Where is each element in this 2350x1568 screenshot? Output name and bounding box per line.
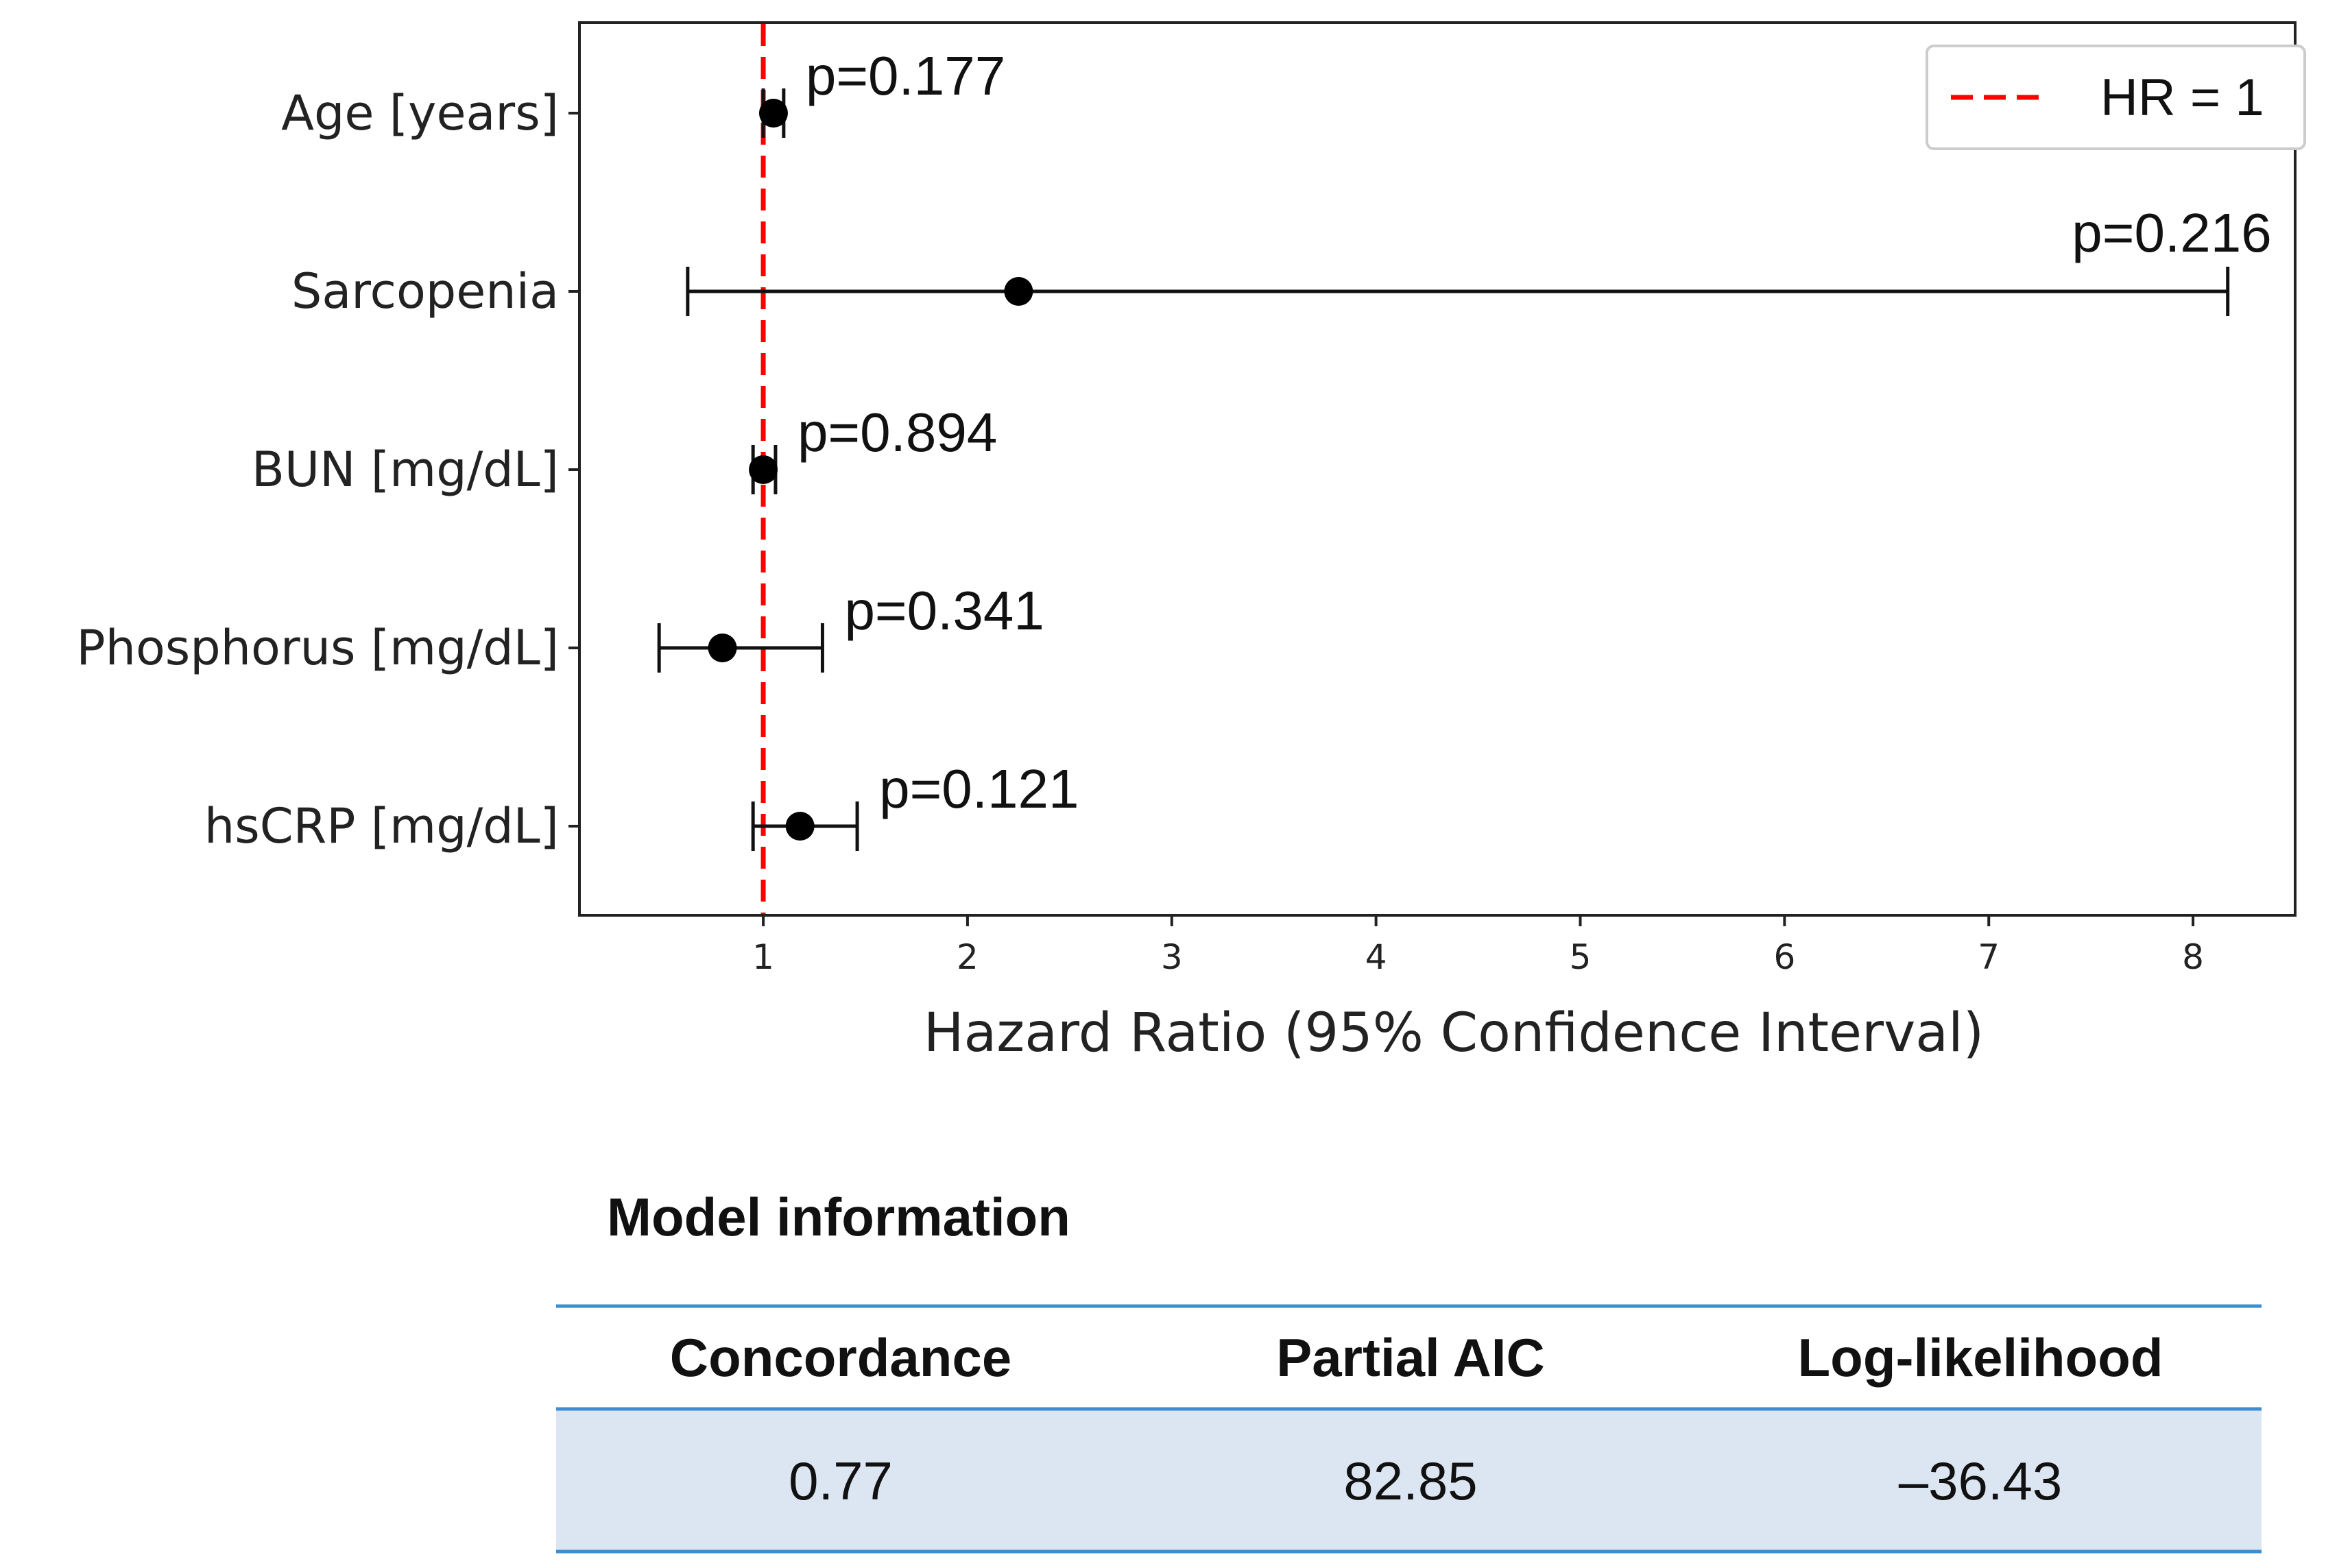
p-value-label: p=0.216 xyxy=(2072,202,2271,263)
p-value-label: p=0.894 xyxy=(798,402,997,463)
values-row-background xyxy=(556,1409,2262,1552)
value-log-likelihood: –36.43 xyxy=(1899,1451,2063,1511)
p-value-label: p=0.341 xyxy=(844,580,1044,641)
hazard-ratio-points xyxy=(708,99,1033,841)
y-tick-label: Sarcopenia xyxy=(291,263,559,319)
x-tick-label: 2 xyxy=(957,937,979,977)
x-tick-label: 4 xyxy=(1365,937,1387,977)
p-value-label: p=0.121 xyxy=(879,758,1079,819)
p-value-label: p=0.177 xyxy=(806,45,1005,106)
y-tick-label: Phosphorus [mg/dL] xyxy=(76,620,559,676)
x-axis-label: Hazard Ratio (95% Confidence Interval) xyxy=(924,1002,1984,1064)
y-tick-label: hsCRP [mg/dL] xyxy=(204,798,559,854)
model-information-table: Model information Concordance Partial AI… xyxy=(556,1187,2262,1554)
x-tick-label: 3 xyxy=(1161,937,1183,977)
hr-point xyxy=(1004,277,1033,306)
header-concordance: Concordance xyxy=(670,1327,1011,1388)
hr-point xyxy=(758,99,788,128)
y-tick-label: BUN [mg/dL] xyxy=(252,442,559,498)
y-tick-label: Age [years] xyxy=(281,85,559,141)
x-tick-label: 7 xyxy=(1978,937,2000,977)
value-partial-aic: 82.85 xyxy=(1343,1451,1477,1511)
y-axis-labels: Age [years] Sarcopenia BUN [mg/dL] Phosphor… xyxy=(76,85,559,854)
hr-point xyxy=(708,634,737,662)
confidence-intervals xyxy=(657,88,2230,851)
legend-label: HR = 1 xyxy=(2100,69,2264,127)
x-tick-label: 6 xyxy=(1773,937,1795,977)
legend-box xyxy=(1926,45,2306,150)
p-value-labels: p=0.177 p=0.216 p=0.894 p=0.341 p=0.121 xyxy=(798,45,2272,819)
value-concordance: 0.77 xyxy=(789,1451,893,1511)
x-axis-ticks: 1 2 3 4 5 6 7 8 xyxy=(752,915,2204,977)
legend: HR = 1 xyxy=(1926,45,2306,150)
x-tick-label: 1 xyxy=(752,937,774,977)
x-tick-label: 5 xyxy=(1570,937,1592,977)
model-info-title: Model information xyxy=(607,1187,1070,1247)
hr-point xyxy=(749,455,778,484)
plot-frame xyxy=(578,21,2297,917)
header-partial-aic: Partial AIC xyxy=(1276,1327,1545,1388)
hr-point xyxy=(785,812,815,841)
x-tick-label: 8 xyxy=(2182,937,2204,977)
y-axis-ticks xyxy=(568,112,579,828)
header-log-likelihood: Log-likelihood xyxy=(1798,1327,2163,1388)
